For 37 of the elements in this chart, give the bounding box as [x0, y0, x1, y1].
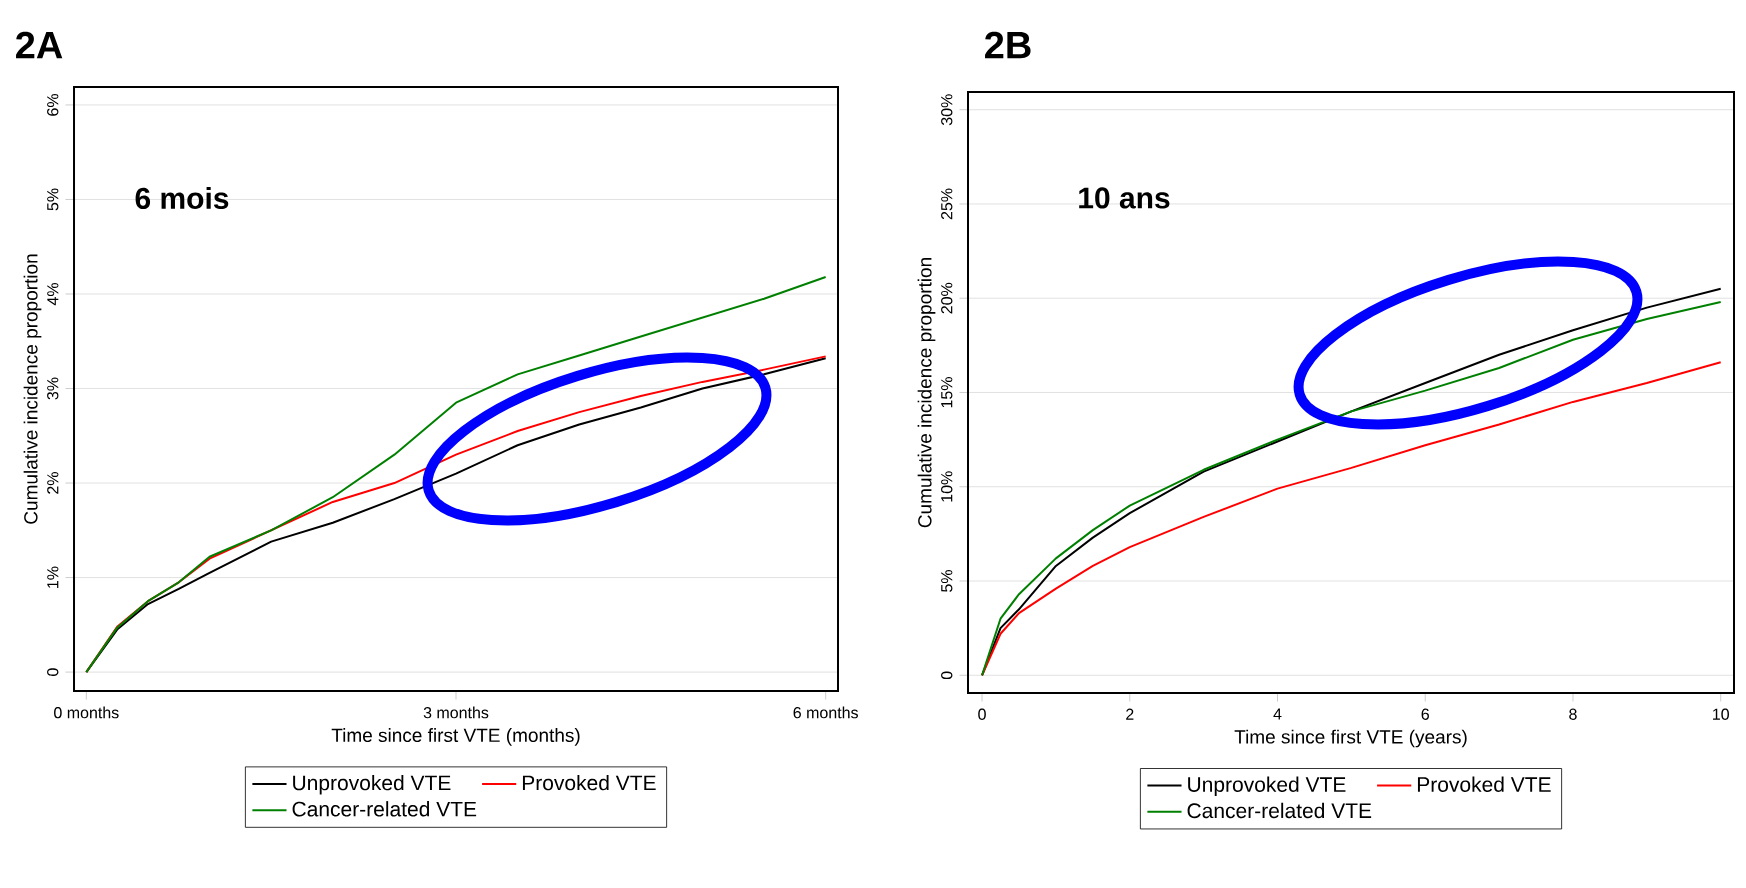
x-tick-label: 3 months	[423, 706, 489, 719]
x-tick-label: 0	[978, 708, 986, 720]
y-tick-label: 30%	[941, 94, 953, 126]
legend-label: Unprovoked VTE	[293, 774, 451, 795]
legend-label: Cancer-related VTE	[292, 801, 477, 817]
legend-label: Provoked VTE	[1417, 776, 1551, 792]
chart-title: 2B	[985, 31, 1031, 59]
y-tick-label: 4%	[47, 283, 59, 306]
y-tick-label: 15%	[941, 377, 953, 408]
legend-label: Cancer-related VTE	[1187, 802, 1372, 819]
y-tick-label: 6%	[47, 93, 59, 116]
y-tick-label: 0	[47, 668, 59, 676]
x-tick-label: 8	[1569, 708, 1577, 720]
x-tick-label: 2	[1126, 708, 1134, 720]
legend-label: Provoked VTE	[522, 774, 656, 791]
x-tick-label: 6	[1421, 708, 1429, 720]
x-tick-label: 0 months	[54, 706, 119, 719]
x-tick-label: 10	[1713, 708, 1729, 720]
annotation: 10 ans	[1079, 187, 1170, 209]
annotation: 6 mois	[135, 186, 229, 209]
y-axis-title: Cumulative incidence proportion	[917, 258, 936, 528]
chart-title: 2A	[16, 31, 63, 59]
y-axis-title: Cumulative incidence proportion	[23, 254, 42, 524]
y-tick-label: 2%	[47, 472, 59, 494]
y-tick-label: 5%	[47, 188, 59, 211]
x-tick-label: 6 months	[793, 706, 858, 719]
y-tick-label: 0	[941, 671, 953, 680]
y-tick-label: 5%	[941, 570, 953, 592]
x-axis-title: Time since first VTE (months)	[331, 728, 580, 746]
legend-label: Unprovoked VTE	[1188, 776, 1346, 797]
y-tick-label: 10%	[941, 471, 953, 502]
x-tick-label: 4	[1273, 708, 1282, 720]
y-tick-label: 25%	[941, 188, 953, 220]
x-axis-title: Time since first VTE (years)	[1234, 729, 1467, 748]
y-tick-label: 1%	[47, 566, 59, 588]
y-tick-label: 20%	[941, 282, 953, 314]
y-tick-label: 3%	[47, 377, 59, 400]
